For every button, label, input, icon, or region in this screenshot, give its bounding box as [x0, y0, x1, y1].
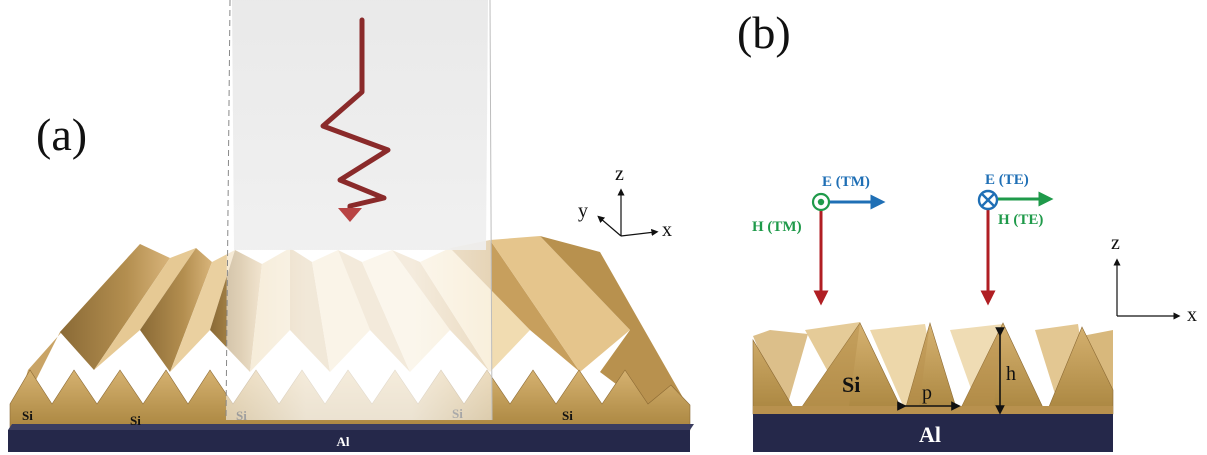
period-label: p: [922, 382, 932, 404]
h-te-label: H (TE): [998, 212, 1043, 228]
front-right-face: [958, 323, 1003, 414]
beam-core: [232, 0, 488, 250]
e-te-cross-b: [981, 193, 995, 207]
ridge-back-4: [140, 248, 212, 372]
axes-a: z y x: [578, 163, 672, 241]
si-label-b: Si: [842, 372, 860, 397]
front-mid-face: [904, 323, 930, 414]
substrate-a-label: Al: [337, 434, 350, 449]
grating-cross-section: [752, 321, 1114, 416]
height-dimension: h: [995, 327, 1016, 415]
axis-a-x-label: x: [662, 219, 672, 241]
panel-b-label: (b): [737, 7, 791, 58]
ridge-back-15: [490, 236, 630, 372]
grating-base-b: [753, 406, 1113, 416]
period-dimension: p: [897, 382, 961, 411]
wave-arrow: [320, 17, 391, 222]
substrate-a-top: [8, 424, 694, 430]
height-label: h: [1006, 363, 1016, 385]
back-tooth-4: [950, 324, 1003, 414]
wave-path: [320, 17, 391, 209]
axis-b-z-label: z: [1111, 232, 1120, 254]
e-tm-label: E (TM): [822, 174, 870, 190]
ridge-back-16: [540, 236, 690, 432]
h-tm-label: H (TM): [752, 219, 802, 235]
si-label-1: Si: [22, 408, 33, 423]
axis-b-x-label: x: [1187, 304, 1197, 326]
ridge-back-5: [170, 250, 235, 372]
e-te-label: E (TE): [985, 172, 1029, 188]
back-tooth-1: [753, 330, 808, 414]
panel-b: (b) E (TM) H (TM) E (TE) H (TE) z x: [737, 7, 1197, 452]
h-tm-dot-icon: [817, 198, 825, 206]
substrate-b-body: [753, 414, 1113, 452]
wave-arrowhead-icon: [338, 208, 362, 222]
axes-b: z x: [1111, 232, 1197, 326]
axis-a-y-label: y: [578, 200, 588, 222]
front-left-face: [797, 323, 860, 414]
axis-a-z-label: z: [615, 163, 624, 185]
substrate-a-body: [8, 430, 690, 452]
substrate-a: Al: [8, 424, 694, 452]
substrate-b: Al: [753, 414, 1113, 452]
panel-a-label: (a): [36, 109, 87, 160]
si-label-2: Si: [130, 413, 141, 428]
ridge-back-2: [60, 244, 170, 370]
si-label-5: Si: [562, 408, 573, 423]
axis-a-y-line: [597, 215, 622, 237]
te-polarization: E (TE) H (TE): [977, 172, 1054, 306]
panel-a: (a) Al: [8, 0, 694, 452]
beam-edge-left: [225, 0, 231, 421]
ridge-back-3: [94, 248, 196, 370]
tm-polarization: E (TM) H (TM): [752, 174, 886, 306]
substrate-b-label: Al: [919, 422, 941, 447]
axis-a-x-line: [620, 228, 659, 237]
beam-edge-right: [489, 0, 493, 421]
